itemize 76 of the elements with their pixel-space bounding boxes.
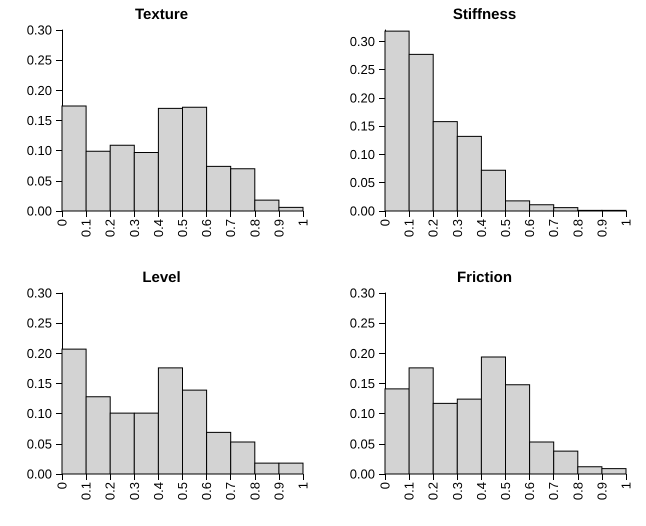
x-tick-label: 0.5: [498, 219, 513, 238]
x-tick-label: 0.1: [78, 219, 94, 238]
x-tick-label: 0.5: [175, 482, 190, 500]
x-tick-label: 0.2: [102, 482, 118, 500]
y-tick-label: 0.00: [350, 204, 375, 218]
x-tick-label: 1: [618, 482, 634, 490]
x-tick-label: 0.2: [102, 219, 118, 238]
y-tick-label: 0.10: [350, 146, 375, 162]
x-tick-label: 0.1: [402, 219, 417, 238]
y-tick-label: 0.30: [350, 286, 375, 300]
x-tick-label: 0.8: [570, 482, 586, 500]
x-tick-label: 0: [378, 219, 392, 226]
x-tick-label: 0.8: [247, 482, 262, 500]
y-tick-label: 0.00: [26, 466, 52, 482]
y-tick-label: 0.05: [26, 436, 52, 452]
y-tick-label: 0.15: [350, 376, 375, 391]
x-tick-label: 1: [296, 482, 310, 490]
y-tick-label: 0.00: [350, 466, 375, 482]
x-tick-label: 0.1: [402, 482, 417, 500]
x-tick-label: 0.5: [175, 219, 190, 238]
x-tick-label: 0: [54, 219, 70, 226]
x-tick-label: 0.8: [570, 219, 586, 238]
chart-title: Friction: [457, 269, 512, 286]
x-tick-label: 0.3: [126, 482, 142, 500]
x-tick-label: 0.3: [450, 482, 465, 500]
chart-title: Texture: [134, 6, 188, 23]
x-tick-label: 0.7: [546, 482, 562, 500]
x-tick-label: 0.4: [150, 482, 166, 500]
y-tick-label: 0.00: [26, 204, 52, 218]
x-tick-label: 0.6: [522, 482, 538, 500]
x-tick-label: 0.5: [498, 482, 513, 500]
chart-title: Stiffness: [452, 6, 516, 23]
x-tick-label: 0.7: [546, 219, 562, 238]
x-tick-label: 0.6: [199, 219, 214, 238]
y-tick-label: 0.20: [26, 346, 52, 361]
x-tick-label: 0.2: [426, 219, 441, 238]
x-tick-label: 0.9: [594, 482, 610, 500]
y-tick-label: 0.05: [350, 436, 375, 452]
y-tick-label: 0.25: [350, 316, 375, 331]
x-tick-label: 0.4: [474, 482, 489, 500]
y-tick-label: 0.10: [26, 406, 52, 422]
x-tick-label: 0.3: [450, 219, 465, 238]
x-tick-label: 1: [618, 219, 634, 226]
x-tick-label: 0: [54, 482, 70, 490]
y-tick-label: 0.25: [26, 52, 52, 68]
x-tick-label: 0.6: [199, 482, 214, 500]
y-tick-label: 0.05: [350, 175, 375, 190]
y-tick-label: 0.15: [26, 113, 52, 128]
x-tick-label: 0.1: [78, 482, 94, 500]
x-tick-label: 0.9: [271, 482, 286, 500]
y-tick-label: 0.15: [350, 118, 375, 134]
x-tick-label: 0.2: [426, 482, 441, 500]
x-tick-label: 0.7: [223, 482, 238, 500]
x-tick-label: 0.4: [474, 219, 489, 238]
y-tick-label: 0.25: [350, 62, 375, 78]
y-tick-label: 0.05: [26, 173, 52, 188]
x-tick-label: 0.4: [150, 219, 166, 238]
y-tick-label: 0.30: [350, 34, 375, 49]
y-tick-label: 0.20: [350, 90, 375, 106]
x-tick-label: 0.8: [247, 219, 262, 238]
y-tick-label: 0.20: [350, 346, 375, 361]
y-tick-label: 0.25: [26, 316, 52, 331]
x-tick-label: 0.9: [271, 219, 286, 238]
chart-title: Level: [142, 269, 181, 286]
x-tick-label: 0: [378, 482, 392, 490]
x-tick-label: 0.6: [522, 219, 538, 238]
y-tick-label: 0.15: [26, 376, 52, 391]
x-tick-label: 1: [296, 219, 310, 226]
y-tick-label: 0.30: [26, 22, 52, 38]
y-tick-label: 0.20: [26, 82, 52, 98]
x-tick-label: 0.7: [223, 219, 238, 238]
x-tick-label: 0.9: [594, 219, 610, 238]
y-tick-label: 0.30: [26, 286, 52, 300]
y-tick-label: 0.10: [26, 143, 52, 158]
x-tick-label: 0.3: [126, 219, 142, 238]
y-tick-label: 0.10: [350, 406, 375, 422]
